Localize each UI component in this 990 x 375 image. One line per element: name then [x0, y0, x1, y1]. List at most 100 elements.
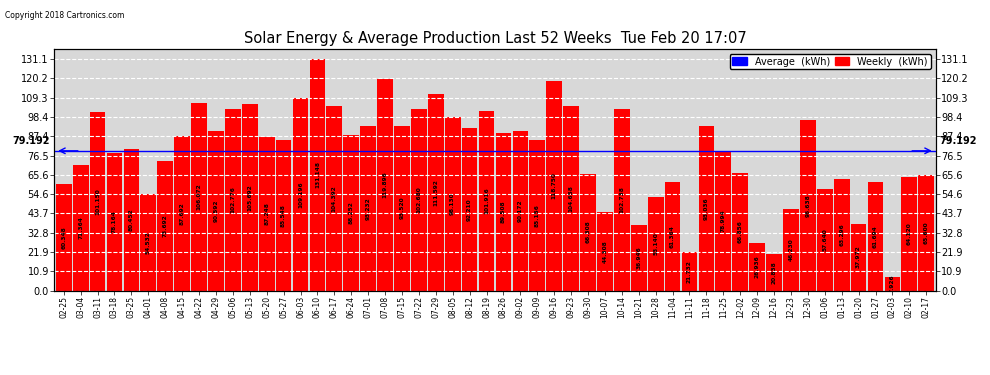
- Bar: [428, 94, 444, 291]
- Text: 89.508: 89.508: [501, 200, 506, 223]
- Bar: [258, 136, 274, 291]
- Bar: [360, 126, 376, 291]
- Text: 78.164: 78.164: [112, 210, 117, 233]
- Bar: [293, 98, 308, 291]
- Bar: [276, 140, 291, 291]
- Text: 73.692: 73.692: [162, 214, 167, 237]
- Text: 106.072: 106.072: [197, 184, 202, 210]
- Bar: [766, 254, 782, 291]
- Text: 92.210: 92.210: [467, 198, 472, 220]
- Bar: [377, 79, 393, 291]
- Text: 96.638: 96.638: [806, 194, 811, 217]
- Text: 44.308: 44.308: [603, 240, 608, 263]
- Text: 71.364: 71.364: [78, 216, 83, 239]
- Text: 64.120: 64.120: [907, 223, 912, 245]
- Text: 87.692: 87.692: [179, 202, 184, 225]
- Text: 104.392: 104.392: [332, 185, 337, 212]
- Text: 79.192: 79.192: [13, 136, 50, 146]
- Bar: [208, 130, 224, 291]
- Legend: Average  (kWh), Weekly  (kWh): Average (kWh), Weekly (kWh): [730, 54, 931, 69]
- Text: 109.196: 109.196: [298, 181, 303, 207]
- Text: 37.972: 37.972: [856, 246, 861, 268]
- Text: 88.252: 88.252: [348, 201, 353, 224]
- Bar: [597, 212, 613, 291]
- Bar: [327, 106, 343, 291]
- Text: 21.732: 21.732: [687, 260, 692, 283]
- Text: 104.658: 104.658: [568, 185, 573, 211]
- Text: 53.140: 53.140: [653, 232, 658, 255]
- Text: 101.150: 101.150: [95, 188, 100, 215]
- Text: 118.750: 118.750: [551, 172, 556, 199]
- Bar: [242, 104, 257, 291]
- Text: 26.936: 26.936: [754, 255, 759, 278]
- Bar: [344, 135, 359, 291]
- Bar: [783, 209, 799, 291]
- Text: 119.896: 119.896: [382, 171, 387, 198]
- Text: 66.308: 66.308: [585, 221, 590, 243]
- Bar: [631, 225, 646, 291]
- Text: 90.592: 90.592: [214, 200, 219, 222]
- Bar: [124, 148, 140, 291]
- Bar: [141, 194, 156, 291]
- Text: 61.694: 61.694: [873, 225, 878, 248]
- Bar: [834, 179, 849, 291]
- Bar: [817, 189, 833, 291]
- Text: 80.452: 80.452: [129, 208, 134, 231]
- Bar: [749, 243, 765, 291]
- Bar: [716, 151, 732, 291]
- Text: 36.946: 36.946: [637, 247, 642, 269]
- Bar: [513, 131, 529, 291]
- Text: 87.248: 87.248: [264, 202, 269, 225]
- Bar: [174, 136, 190, 291]
- Bar: [157, 160, 173, 291]
- Bar: [90, 112, 106, 291]
- Bar: [479, 111, 494, 291]
- Bar: [647, 197, 663, 291]
- Bar: [664, 182, 680, 291]
- Bar: [884, 277, 900, 291]
- Bar: [682, 252, 697, 291]
- Text: 102.680: 102.680: [417, 187, 422, 213]
- Text: 101.916: 101.916: [484, 187, 489, 214]
- Bar: [445, 117, 460, 291]
- Bar: [699, 126, 714, 291]
- Bar: [107, 153, 123, 291]
- Bar: [461, 128, 477, 291]
- Text: 54.532: 54.532: [146, 231, 150, 254]
- Text: 57.640: 57.640: [823, 228, 828, 251]
- Bar: [580, 174, 596, 291]
- Text: 93.232: 93.232: [365, 197, 370, 220]
- Bar: [191, 104, 207, 291]
- Bar: [55, 184, 71, 291]
- Text: 46.230: 46.230: [788, 238, 793, 261]
- Text: 79.192: 79.192: [940, 136, 977, 146]
- Text: 98.130: 98.130: [450, 193, 455, 215]
- Text: 102.738: 102.738: [620, 186, 625, 213]
- Text: 85.156: 85.156: [535, 204, 540, 227]
- Bar: [411, 110, 427, 291]
- Text: 66.856: 66.856: [738, 220, 742, 243]
- Text: 61.364: 61.364: [670, 225, 675, 248]
- Bar: [733, 172, 748, 291]
- Bar: [530, 140, 545, 291]
- Text: 90.172: 90.172: [518, 200, 523, 222]
- Bar: [73, 165, 88, 291]
- Bar: [614, 109, 630, 291]
- Text: 65.600: 65.600: [924, 221, 929, 244]
- Bar: [850, 224, 866, 291]
- Text: 60.348: 60.348: [61, 226, 66, 249]
- Bar: [310, 59, 326, 291]
- Bar: [563, 106, 579, 291]
- Text: 131.148: 131.148: [315, 161, 320, 188]
- Bar: [919, 175, 935, 291]
- Bar: [496, 133, 511, 291]
- Text: 93.520: 93.520: [400, 197, 405, 219]
- Text: 20.838: 20.838: [771, 261, 776, 284]
- Text: 7.926: 7.926: [890, 274, 895, 293]
- Text: 102.776: 102.776: [231, 186, 236, 213]
- Text: 105.692: 105.692: [248, 184, 252, 211]
- Text: 111.592: 111.592: [434, 178, 439, 206]
- Text: 93.036: 93.036: [704, 197, 709, 220]
- Title: Solar Energy & Average Production Last 52 Weeks  Tue Feb 20 17:07: Solar Energy & Average Production Last 5…: [244, 31, 746, 46]
- Text: 78.994: 78.994: [721, 210, 726, 232]
